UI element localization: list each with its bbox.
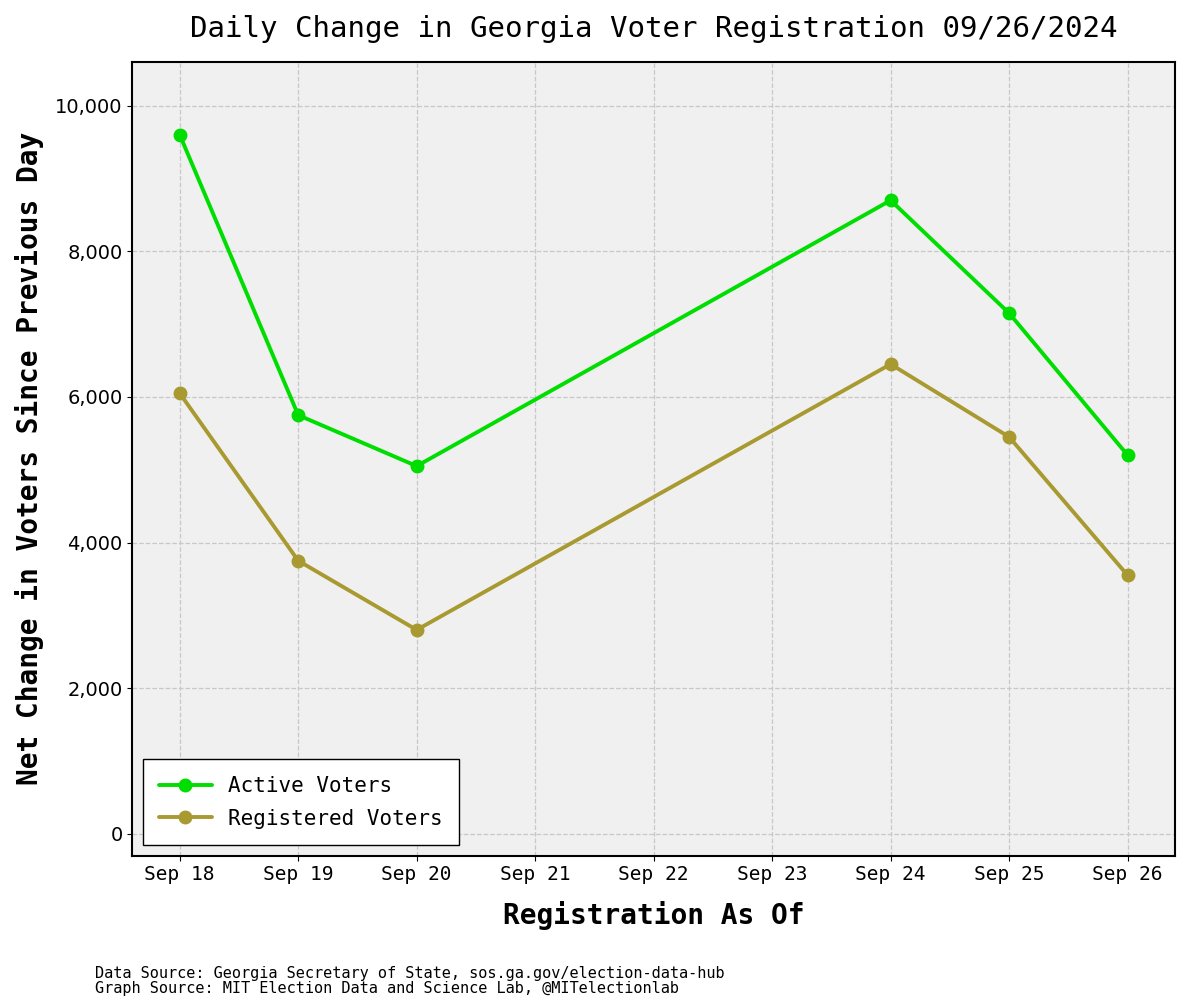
- Active Voters: [883, 194, 897, 206]
- Registered Voters: [292, 555, 306, 567]
- Text: Data Source: Georgia Secretary of State, sos.ga.gov/election-data-hub: Data Source: Georgia Secretary of State,…: [95, 966, 725, 981]
- Y-axis label: Net Change in Voters Since Previous Day: Net Change in Voters Since Previous Day: [15, 132, 44, 785]
- Legend: Active Voters, Registered Voters: Active Voters, Registered Voters: [143, 759, 459, 845]
- Line: Registered Voters: Registered Voters: [174, 358, 1134, 636]
- Active Voters: [292, 409, 306, 421]
- Registered Voters: [409, 624, 424, 636]
- Registered Voters: [173, 387, 187, 399]
- X-axis label: Registration As Of: Registration As Of: [503, 901, 804, 930]
- Title: Daily Change in Georgia Voter Registration 09/26/2024: Daily Change in Georgia Voter Registrati…: [190, 15, 1117, 43]
- Registered Voters: [1002, 431, 1016, 443]
- Active Voters: [1121, 449, 1135, 461]
- Active Voters: [173, 129, 187, 141]
- Registered Voters: [883, 358, 897, 370]
- Text: Graph Source: MIT Election Data and Science Lab, @MITelectionlab: Graph Source: MIT Election Data and Scie…: [95, 981, 679, 996]
- Active Voters: [1002, 307, 1016, 319]
- Line: Active Voters: Active Voters: [174, 129, 1134, 472]
- Registered Voters: [1121, 569, 1135, 581]
- Active Voters: [409, 460, 424, 472]
